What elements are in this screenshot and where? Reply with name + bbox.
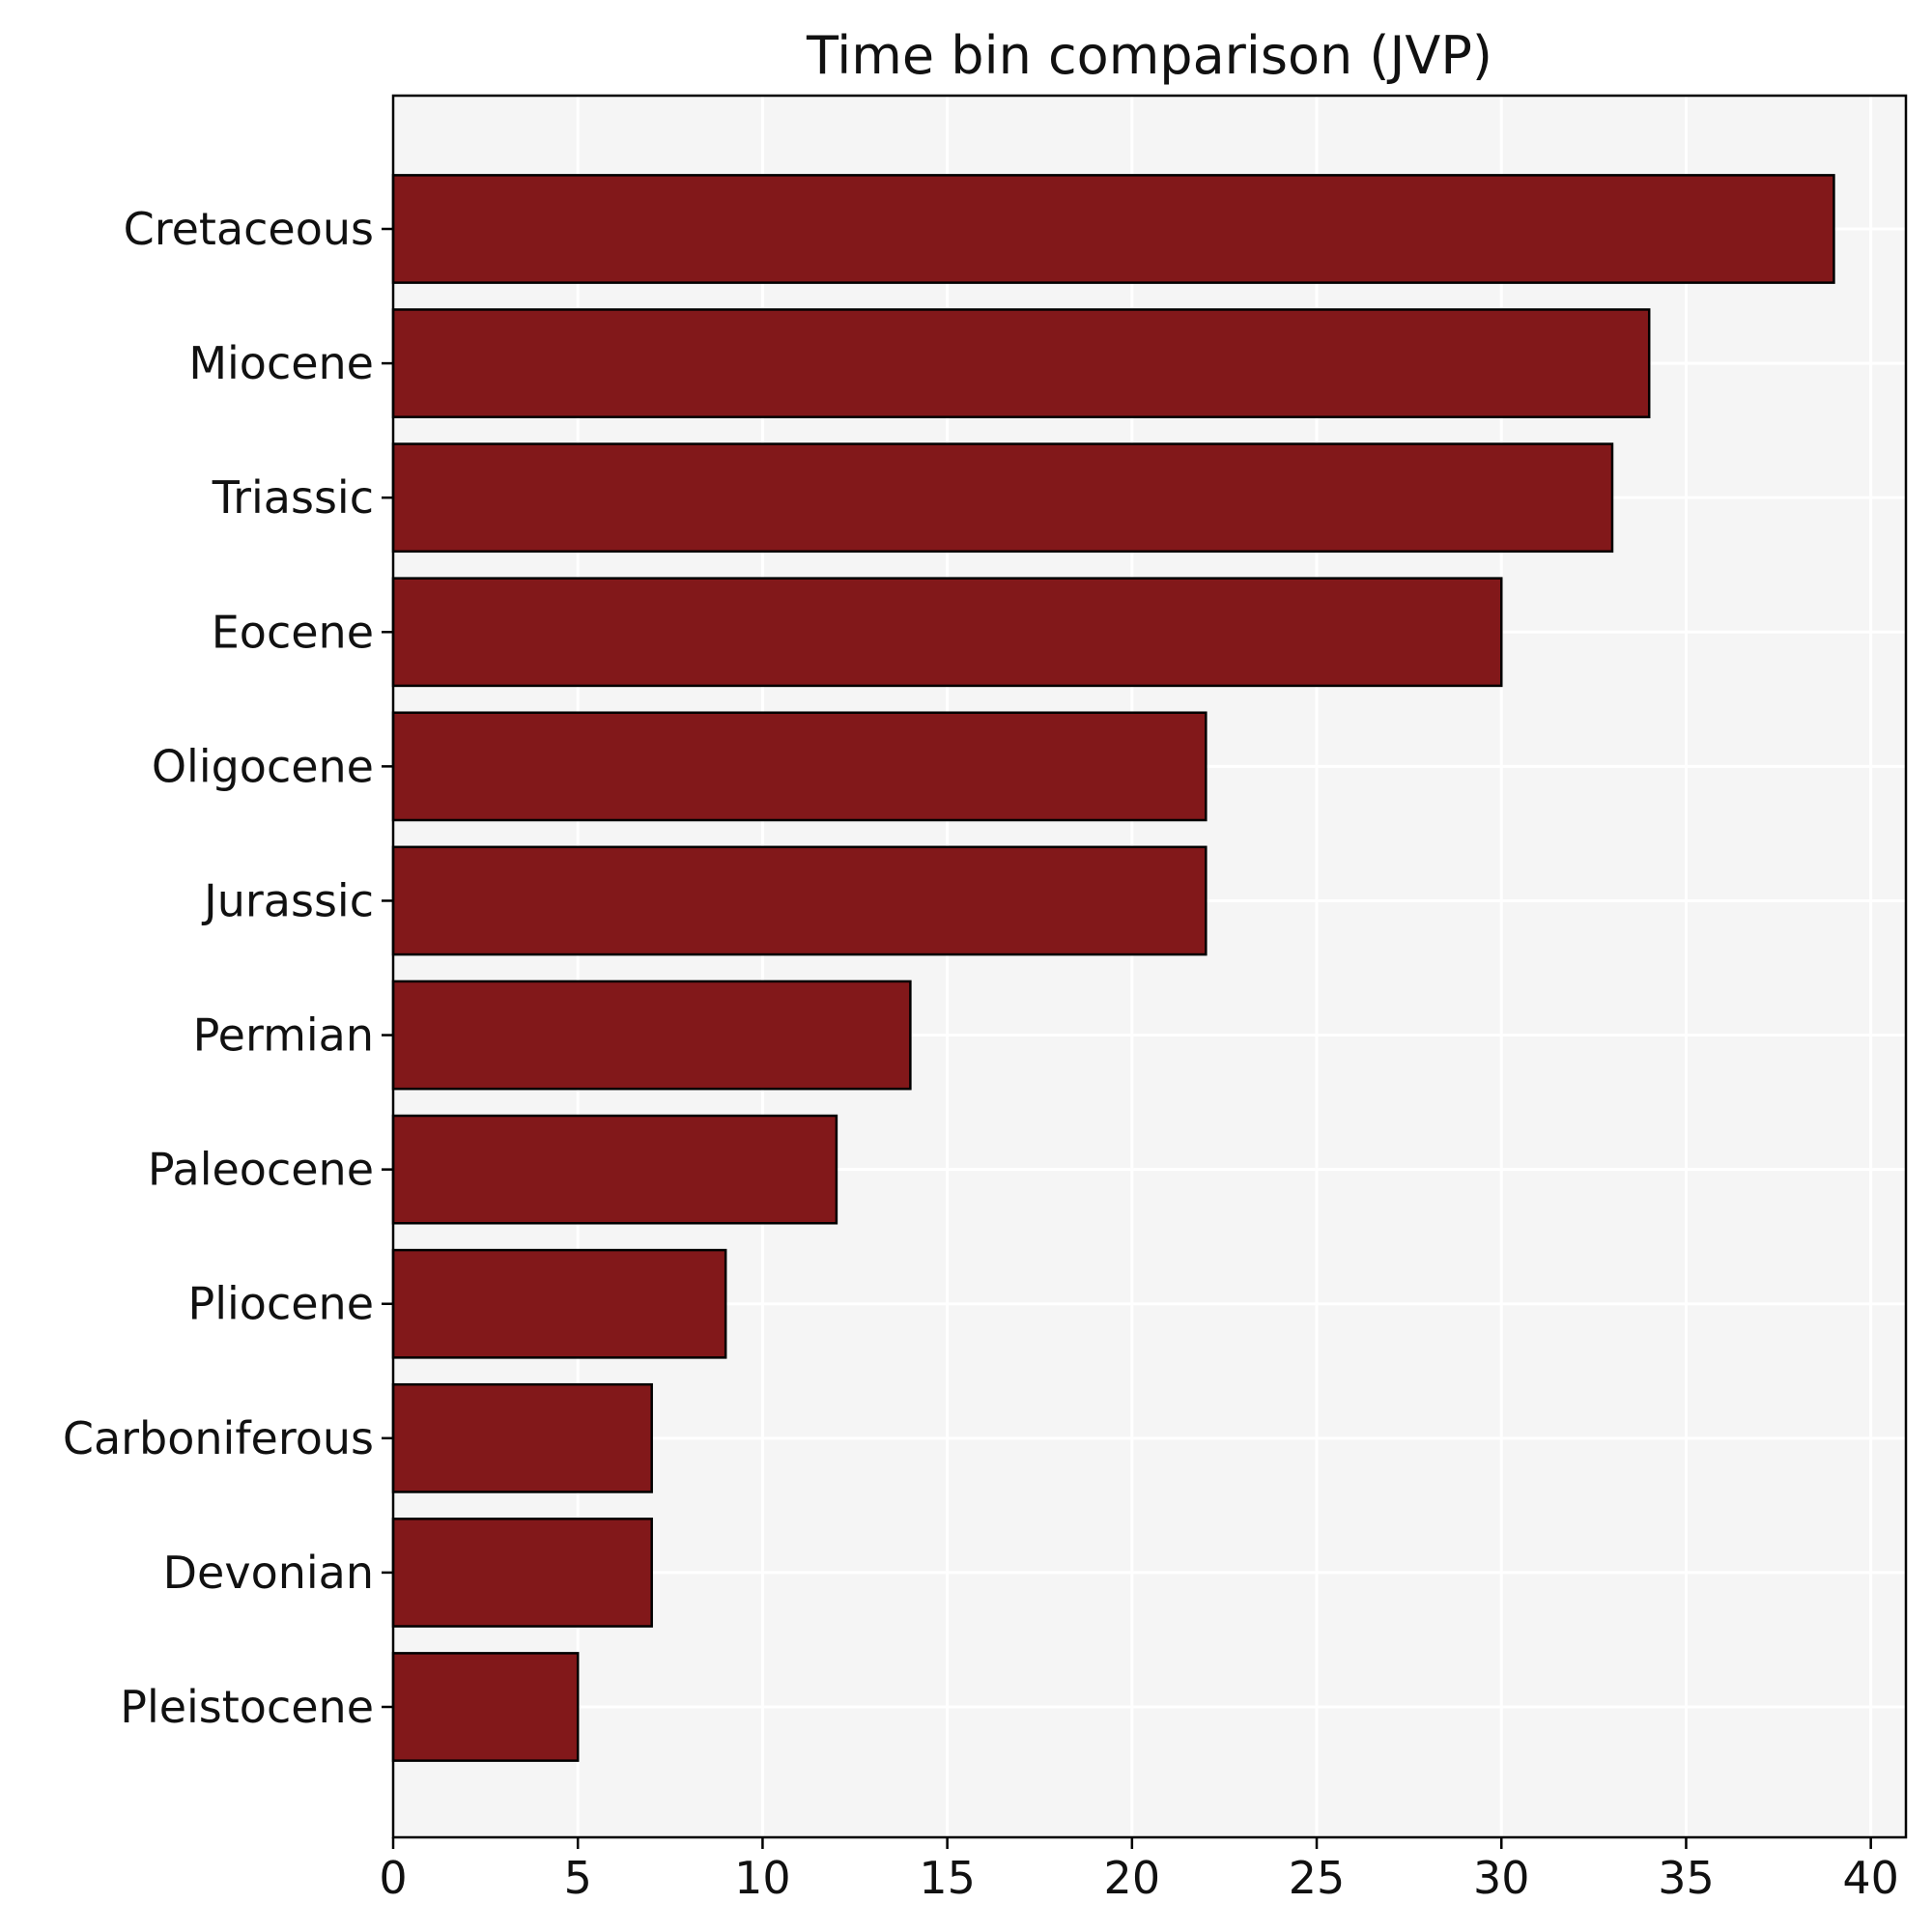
- y-tick-label: Devonian: [163, 1547, 374, 1599]
- y-tick-label: Oligocene: [152, 740, 374, 792]
- bar: [391, 1114, 838, 1225]
- x-tick-label: 20: [1104, 1852, 1161, 1904]
- bar: [391, 1652, 580, 1762]
- x-tick-label: 35: [1658, 1852, 1715, 1904]
- bar: [391, 174, 1835, 284]
- x-tick-label: 25: [1289, 1852, 1346, 1904]
- y-axis-ticks: Cretaceous Miocene Triassic Eocene Oligocene…: [63, 203, 393, 1733]
- y-tick-label: Triassic: [212, 471, 374, 524]
- x-tick-label: 15: [919, 1852, 976, 1904]
- chart-title: Time bin comparison (JVP): [806, 25, 1492, 86]
- plot-frame: [391, 94, 1908, 1839]
- bar: [391, 1382, 653, 1493]
- x-tick-label: 0: [379, 1852, 407, 1904]
- y-tick-label: Carboniferous: [63, 1412, 374, 1464]
- bar: [391, 980, 912, 1091]
- x-tick-label: 5: [564, 1852, 592, 1904]
- bar: [391, 308, 1651, 418]
- y-tick-label: Pliocene: [188, 1278, 375, 1330]
- x-tick-label: 40: [1842, 1852, 1899, 1904]
- x-tick-label: 30: [1473, 1852, 1530, 1904]
- y-tick-label: Jurassic: [201, 874, 374, 926]
- x-tick-label: 10: [734, 1852, 791, 1904]
- y-tick-label: Paleocene: [148, 1144, 374, 1196]
- x-axis-ticks: 0 5 10 15 20 25 30 35 40: [379, 1837, 1899, 1904]
- y-tick-label: Permian: [193, 1009, 374, 1062]
- bar: [391, 577, 1503, 688]
- bar: [391, 711, 1208, 822]
- y-tick-label: Eocene: [212, 606, 374, 658]
- y-tick-label: Cretaceous: [124, 203, 374, 255]
- bar: [391, 845, 1208, 956]
- y-tick-label: Pleistocene: [120, 1681, 374, 1733]
- bar: [391, 442, 1614, 554]
- y-tick-label: Miocene: [188, 337, 374, 389]
- bars: [391, 174, 1835, 1762]
- bar: [391, 1248, 727, 1359]
- bar: [391, 1518, 653, 1628]
